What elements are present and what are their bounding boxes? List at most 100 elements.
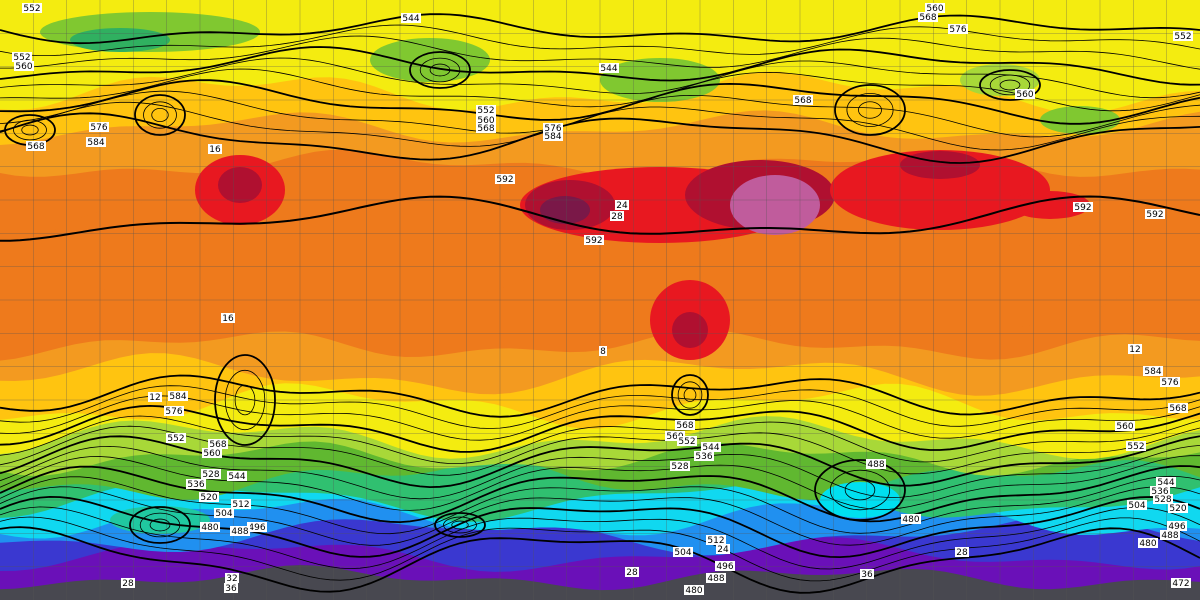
- contour-label-box: [1073, 202, 1093, 212]
- contour-label-box: [247, 522, 267, 532]
- temperature-label-box: [121, 578, 135, 588]
- contour-low: [134, 94, 186, 136]
- temperature-patch: [540, 196, 590, 224]
- contour-label-box: [675, 420, 695, 430]
- contour-low: [434, 512, 486, 538]
- contour-label: 552: [13, 53, 30, 63]
- contour-label: 592: [496, 175, 513, 185]
- temperature-label: 28: [626, 568, 638, 578]
- contour-low: [999, 79, 1021, 91]
- contour-label: 504: [1128, 501, 1145, 511]
- contour-low: [979, 69, 1041, 101]
- contour-line: [0, 395, 1200, 441]
- contour-label-box: [168, 391, 188, 401]
- contour-label: 512: [707, 536, 724, 546]
- contour-label: 576: [949, 25, 966, 35]
- contour-label-box: [1153, 494, 1173, 504]
- contour-line: [0, 516, 1200, 582]
- temperature-label-box: [225, 573, 239, 583]
- contour-label: 536: [187, 480, 204, 490]
- contour-label-box: [208, 439, 228, 449]
- contour-low: [139, 512, 181, 538]
- contour-label: 592: [1146, 210, 1163, 220]
- contour-label-box: [164, 406, 184, 416]
- contour-label: 560: [926, 4, 943, 14]
- contour-label: 520: [200, 493, 217, 503]
- contour-label: 544: [702, 443, 719, 453]
- contour-low: [143, 101, 177, 129]
- temperature-label: 28: [611, 212, 623, 222]
- contour-label-box: [495, 174, 515, 184]
- contour-label: 528: [1154, 495, 1171, 505]
- contour-label: 592: [1074, 203, 1091, 213]
- temperature-label: 32: [226, 574, 237, 584]
- contour-label: 528: [671, 462, 688, 472]
- contour-label-box: [476, 105, 496, 115]
- temperature-label-box: [615, 200, 629, 210]
- contour-label-box: [866, 459, 886, 469]
- contour-label: 480: [902, 515, 919, 525]
- contour-label: 560: [1016, 90, 1033, 100]
- temperature-patch: [1040, 106, 1120, 134]
- contour-label-box: [14, 61, 34, 71]
- contour-label: 568: [676, 421, 693, 431]
- contour-label-box: [1173, 31, 1193, 41]
- contour-label: 568: [794, 96, 811, 106]
- contour-label-box: [1171, 578, 1191, 588]
- contour-label: 576: [544, 124, 561, 134]
- contour-label: 544: [228, 472, 245, 482]
- contour-line: [0, 415, 1200, 464]
- contour-label: 584: [544, 132, 561, 142]
- contour-label: 544: [402, 14, 419, 24]
- contour-label: 496: [716, 562, 733, 572]
- contour-label-box: [706, 535, 726, 545]
- contour-label-box: [214, 508, 234, 518]
- contour-low: [419, 57, 461, 83]
- contour-low: [13, 119, 47, 141]
- contour-label-box: [1156, 477, 1176, 487]
- contour-label-box: [1145, 209, 1165, 219]
- contour-label: 568: [27, 142, 44, 152]
- contour-label-box: [706, 573, 726, 583]
- contour-label-box: [1126, 441, 1146, 451]
- contour-low: [429, 63, 451, 77]
- contour-label: 568: [209, 440, 226, 450]
- contour-label-box: [543, 123, 563, 133]
- contour-line: [0, 195, 1200, 242]
- contour-label-box: [86, 137, 106, 147]
- contour-label: 592: [585, 236, 602, 246]
- contour-line: [0, 101, 1200, 151]
- temperature-label: 12: [149, 393, 160, 403]
- contour-label-box: [670, 461, 690, 471]
- contour-label: 496: [248, 523, 265, 533]
- temperature-label-box: [716, 544, 730, 554]
- contour-line: [0, 445, 1200, 500]
- contour-line: [0, 79, 1200, 125]
- temperature-label: 36: [861, 570, 873, 580]
- contour-low: [214, 354, 276, 446]
- contour-label-box: [201, 469, 221, 479]
- temperature-patch: [830, 150, 1050, 230]
- contour-low: [129, 506, 191, 544]
- contour-label: 488: [1161, 531, 1178, 541]
- contour-label: 576: [165, 407, 182, 417]
- temperature-patch: [110, 506, 210, 534]
- contour-label: 568: [477, 124, 494, 134]
- contour-label-box: [677, 436, 697, 446]
- temperature-label: 8: [600, 347, 606, 357]
- contour-label-box: [684, 585, 704, 595]
- contour-label: 560: [15, 62, 32, 72]
- contour-label-box: [476, 115, 496, 125]
- contour-line: [0, 46, 1200, 86]
- contour-low: [814, 459, 906, 521]
- contour-low: [858, 101, 882, 119]
- contour-label-box: [948, 24, 968, 34]
- temperature-label-box: [860, 569, 874, 579]
- contour-low: [149, 518, 171, 532]
- contour-label: 552: [678, 437, 695, 447]
- contour-label-box: [227, 471, 247, 481]
- contour-line: [0, 465, 1200, 524]
- contour-label-box: [202, 448, 222, 458]
